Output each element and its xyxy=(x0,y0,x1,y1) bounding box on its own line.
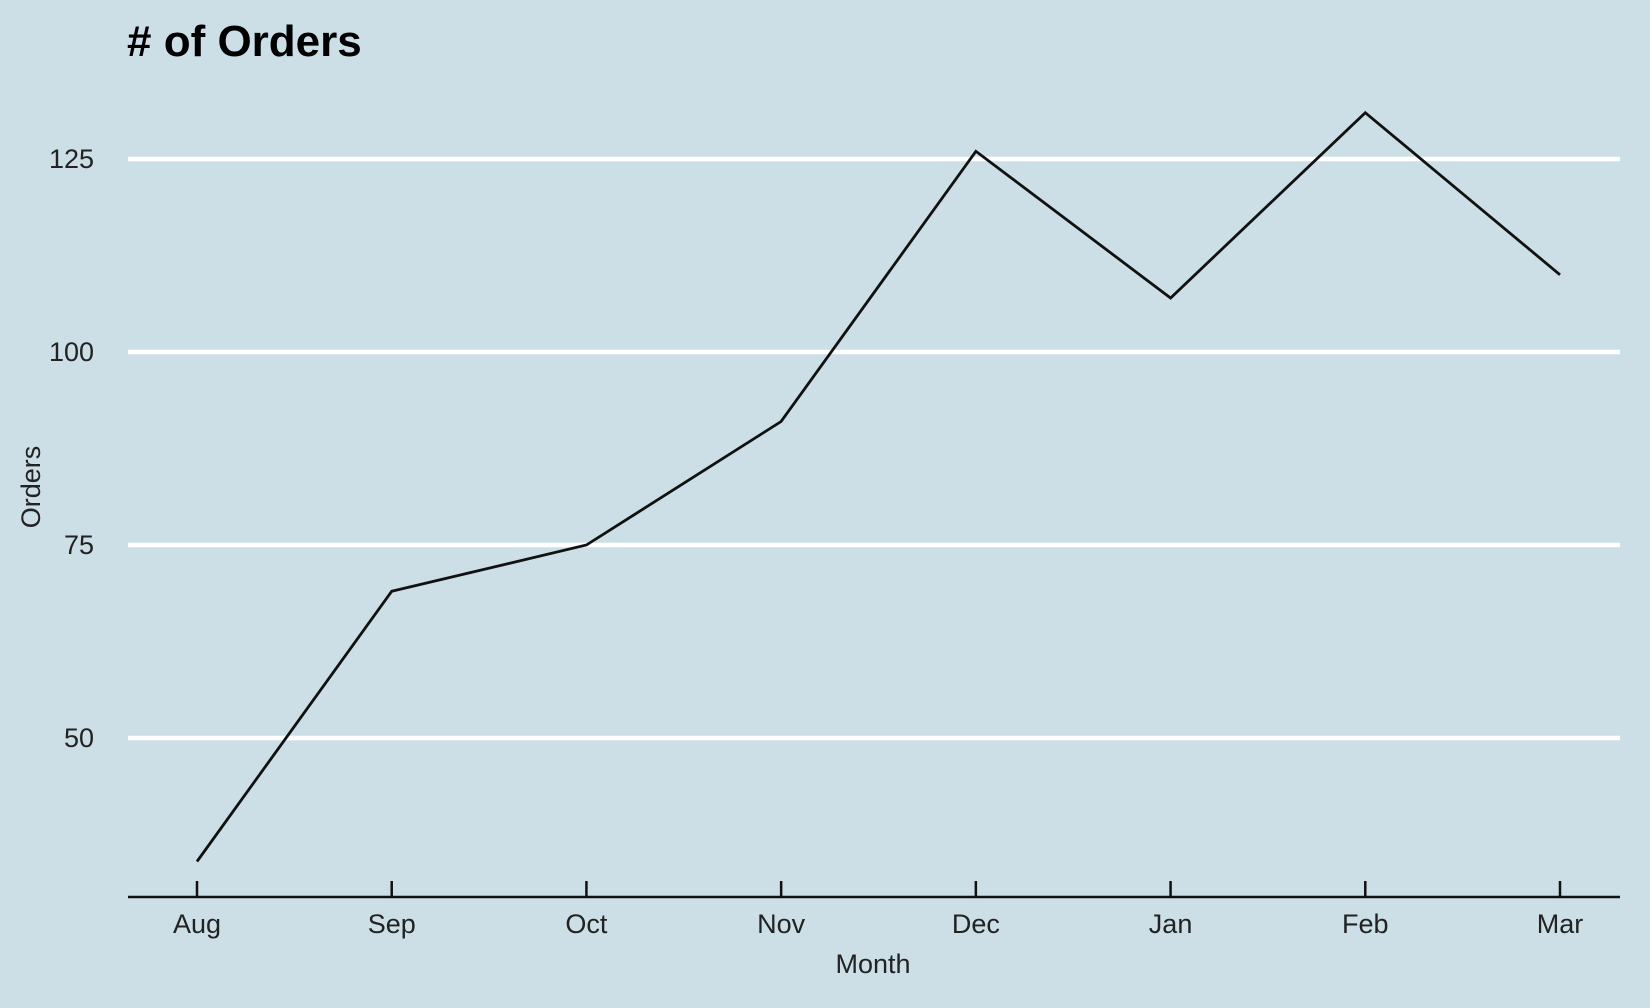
gridlines xyxy=(128,156,1620,741)
x-tick-label-sep: Sep xyxy=(368,909,416,939)
y-axis-title: Orders xyxy=(16,446,46,529)
y-tick-label-75: 75 xyxy=(64,530,94,560)
chart-title: # of Orders xyxy=(127,17,362,66)
x-tick-label-aug: Aug xyxy=(173,909,221,939)
x-tick-label-mar: Mar xyxy=(1537,909,1584,939)
x-axis-title: Month xyxy=(835,949,910,979)
y-tick-label-125: 125 xyxy=(49,144,94,174)
x-tick-label-feb: Feb xyxy=(1342,909,1389,939)
x-tick-label-nov: Nov xyxy=(757,909,806,939)
x-axis-ticks: Aug Sep Oct Nov Dec Jan Feb Mar xyxy=(173,881,1583,939)
x-tick-label-dec: Dec xyxy=(952,909,1000,939)
x-tick-label-oct: Oct xyxy=(565,909,608,939)
y-tick-label-50: 50 xyxy=(64,723,94,753)
y-axis-tick-labels: 50 75 100 125 xyxy=(49,144,94,753)
x-tick-label-jan: Jan xyxy=(1149,909,1193,939)
y-tick-label-100: 100 xyxy=(49,337,94,367)
series-line-orders xyxy=(195,110,1561,863)
